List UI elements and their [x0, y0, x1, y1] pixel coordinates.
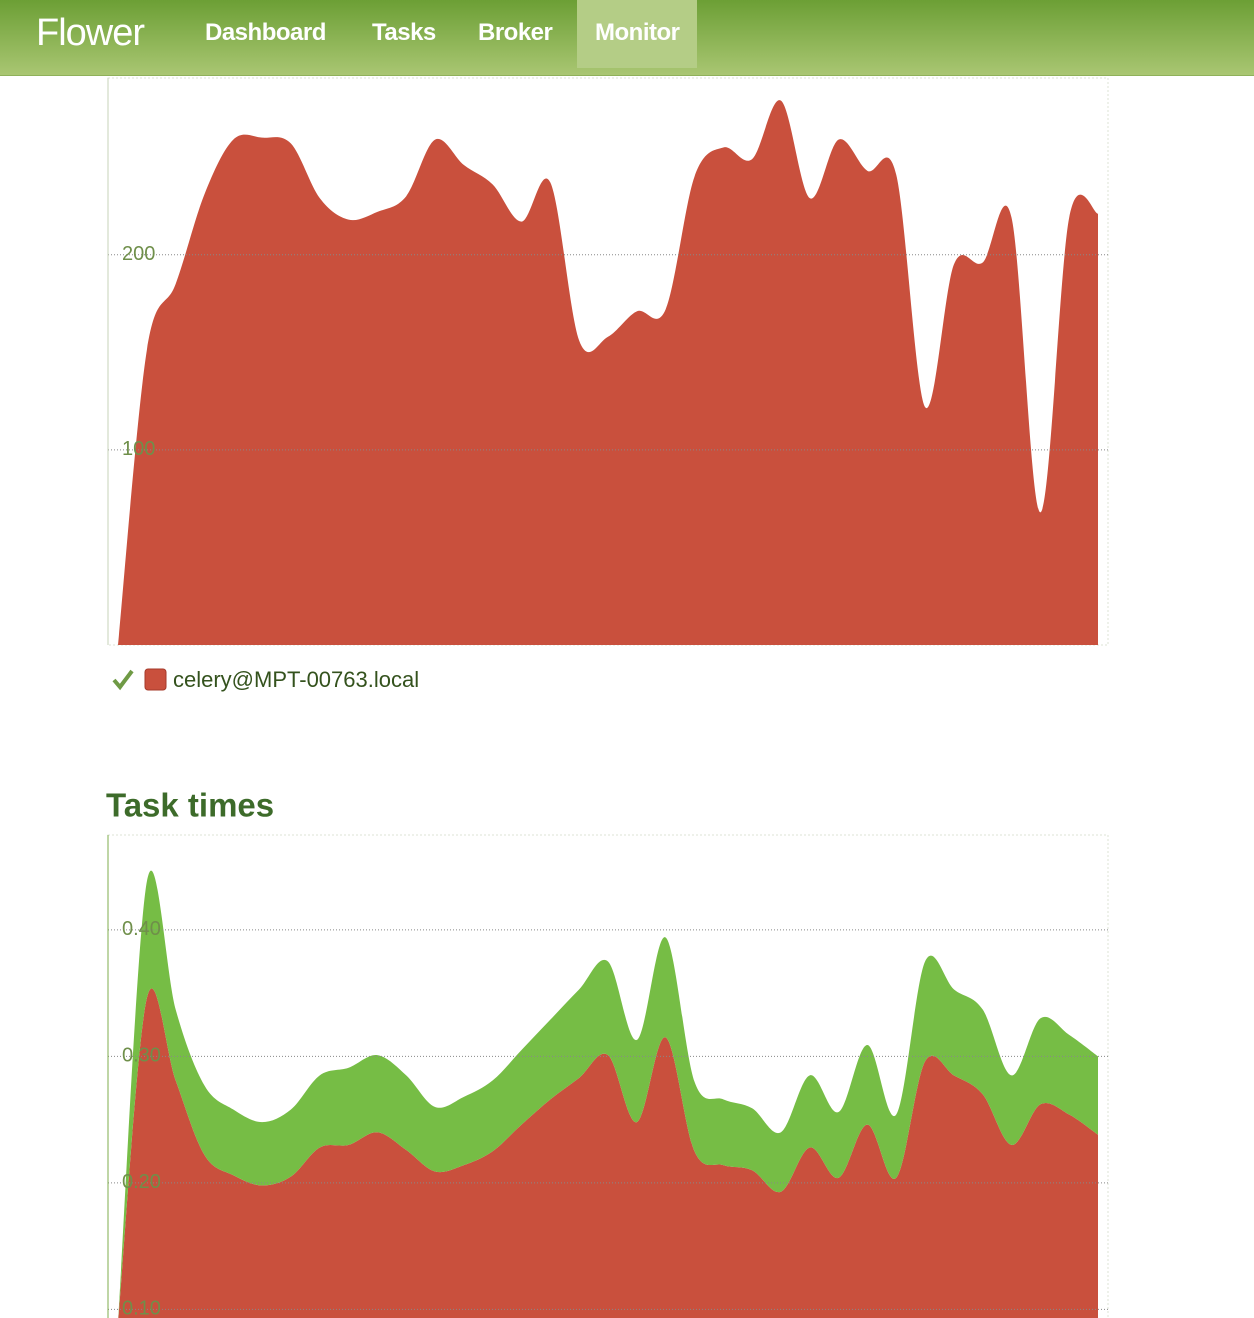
plot-frame — [107, 834, 1109, 1318]
plot-frame — [107, 77, 1109, 646]
area — [118, 870, 1098, 1318]
legend-swatch — [144, 668, 167, 691]
y-tick-label: 0.40 — [122, 918, 161, 940]
y-tick-label: 0.10 — [122, 1298, 161, 1318]
area — [118, 988, 1098, 1318]
nav-link[interactable]: Dashboard — [205, 19, 326, 46]
nav-link[interactable]: Broker — [478, 19, 553, 46]
area — [118, 100, 1098, 645]
y-tick-label: 0.30 — [122, 1045, 161, 1067]
nav-link[interactable]: Monitor — [577, 0, 698, 68]
y-tick-label: 100 — [122, 438, 155, 460]
navbar: Flower Dashboard Tasks Broker Monitor — [0, 0, 1254, 76]
nav-link[interactable]: Tasks — [372, 19, 436, 46]
brand[interactable]: Flower — [36, 12, 145, 54]
y-tick-label: 0.20 — [122, 1171, 161, 1193]
chart-title: Task times — [106, 787, 274, 824]
legend-label: celery@MPT-00763.local — [173, 667, 419, 692]
y-tick-label: 200 — [122, 243, 155, 265]
legend-check — [112, 669, 134, 691]
